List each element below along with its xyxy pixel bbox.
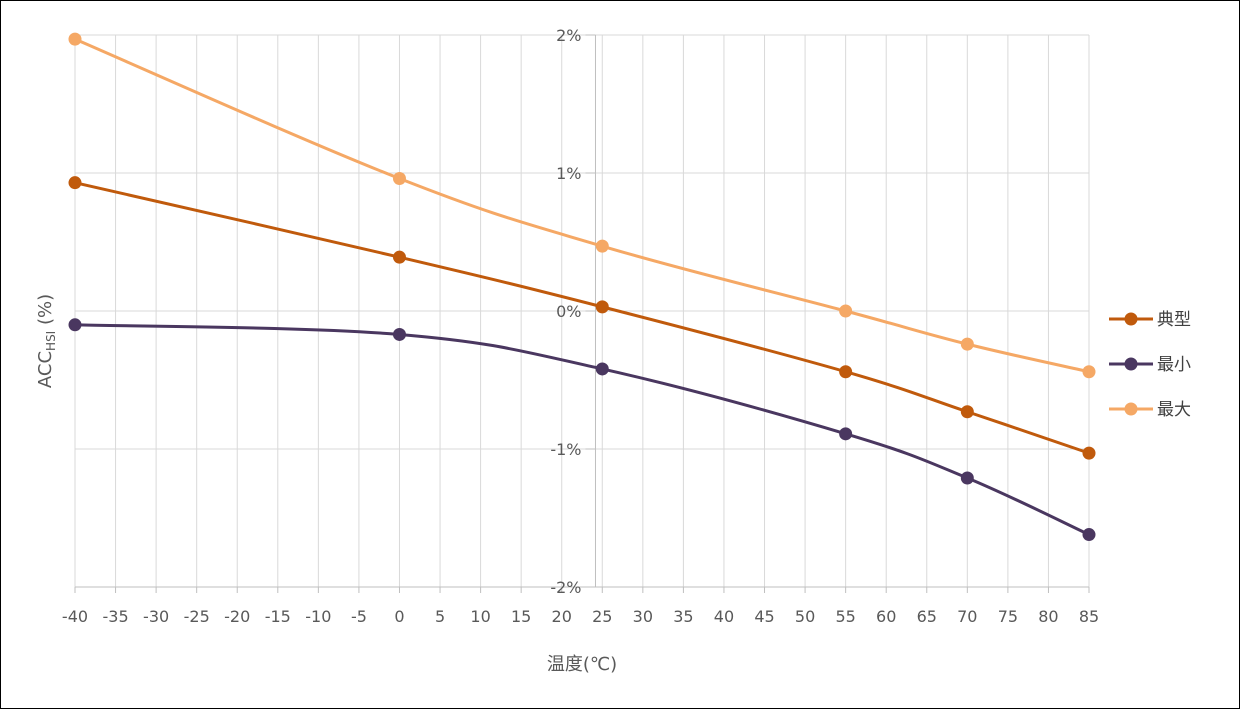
x-tick-label: -20 [224, 607, 250, 626]
x-tick-label: 35 [673, 607, 693, 626]
x-axis-title: 温度(℃) [547, 654, 617, 675]
y-axis-title-suffix: (%) [35, 294, 56, 331]
x-tick-label: -30 [143, 607, 169, 626]
x-tick-label: 45 [754, 607, 774, 626]
data-point [960, 337, 974, 351]
grid-lines [74, 34, 1090, 588]
x-tick-label: 85 [1079, 607, 1099, 626]
x-tick-label: 55 [835, 607, 855, 626]
y-tick-label: 2% [556, 26, 581, 45]
data-point [960, 471, 974, 485]
x-tick-label: -25 [184, 607, 210, 626]
x-tick-label: -15 [265, 607, 291, 626]
x-tick-label: -5 [351, 607, 367, 626]
y-axis-title-main: ACC [35, 351, 56, 388]
x-tick-label: 5 [435, 607, 445, 626]
x-tick-label: 40 [714, 607, 734, 626]
data-point [595, 300, 609, 314]
x-tick-label: -40 [62, 607, 88, 626]
data-point [68, 32, 82, 46]
legend-label: 最小 [1157, 355, 1191, 375]
x-tick-label: -10 [305, 607, 331, 626]
y-axis-title: ACCHSI (%) [35, 294, 58, 388]
legend-marker [1124, 357, 1138, 371]
y-axis-title-subscript: HSI [44, 331, 58, 351]
legend-marker [1124, 312, 1138, 326]
legend-label: 典型 [1157, 310, 1191, 330]
series-line-2 [74, 323, 1090, 536]
x-tick-label: 60 [876, 607, 896, 626]
tick-labels: -40 -35 -30 -25 -20 -15 -10 -5 0 5 10 15 20 25 30 35 40 4… [62, 26, 1099, 626]
data-point [839, 427, 853, 441]
y-tick-label: -2% [550, 578, 581, 597]
data-point [1082, 446, 1096, 460]
data-point [1082, 528, 1096, 542]
axes [74, 34, 1090, 593]
x-tick-label: 65 [917, 607, 937, 626]
series-line-3 [74, 37, 1090, 374]
data-point [392, 327, 406, 341]
y-tick-label: 1% [556, 164, 581, 183]
data-point [392, 172, 406, 186]
data-point [960, 405, 974, 419]
x-tick-label: 75 [998, 607, 1018, 626]
x-tick-label: 30 [633, 607, 653, 626]
x-tick-label: 0 [394, 607, 404, 626]
x-tick-label: 50 [795, 607, 815, 626]
x-tick-label: 70 [957, 607, 977, 626]
x-tick-label: 10 [470, 607, 490, 626]
data-point [68, 318, 82, 332]
y-tick-label: -1% [550, 440, 581, 459]
series-line-1 [74, 181, 1090, 455]
x-tick-label: -35 [102, 607, 128, 626]
data-point [1082, 365, 1096, 379]
data-point [595, 362, 609, 376]
data-point [68, 176, 82, 190]
series-lines [68, 32, 1096, 542]
x-tick-label: 25 [592, 607, 612, 626]
data-point [595, 239, 609, 253]
data-point [839, 365, 853, 379]
legend-label: 最大 [1157, 400, 1191, 420]
legend-marker [1124, 402, 1138, 416]
x-tick-label: 80 [1038, 607, 1058, 626]
y-tick-label: 0% [556, 302, 581, 321]
data-point [392, 250, 406, 264]
x-tick-label: 15 [511, 607, 531, 626]
data-point [839, 304, 853, 318]
x-tick-label: 20 [552, 607, 572, 626]
